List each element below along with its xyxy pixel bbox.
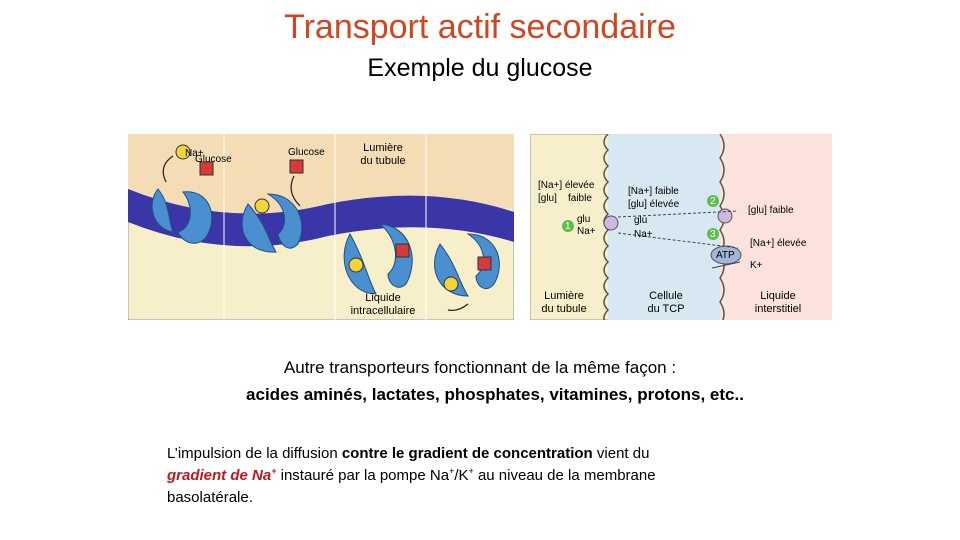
na-elevee-label: [Na+] élevée bbox=[750, 238, 807, 249]
step-2-marker bbox=[707, 195, 719, 207]
glu-high-label: [glu] élevée bbox=[628, 199, 680, 210]
glucose-molecule bbox=[199, 161, 214, 176]
cell-label-line2: du TCP bbox=[647, 303, 685, 315]
na-ion bbox=[443, 276, 459, 292]
na-low-label: [Na+] faible bbox=[628, 186, 679, 197]
glu-flux-arrow bbox=[617, 210, 739, 218]
interstitial-label-line1: Liquide bbox=[760, 290, 796, 302]
arrow bbox=[447, 303, 469, 311]
na-label: Na+ bbox=[185, 148, 204, 159]
para-text: L’impulsion de la diffusion bbox=[167, 445, 342, 462]
glucose-molecule bbox=[395, 243, 410, 258]
carrier-cycle-diagram bbox=[127, 133, 515, 321]
carrier-protein-1 bbox=[151, 188, 213, 244]
step-3-label: 3 bbox=[710, 229, 716, 240]
para-text: au niveau de la membrane bbox=[473, 467, 656, 484]
glu-low-label: [glu] bbox=[538, 193, 557, 204]
other-transporters-heading: Autre transporteurs fonctionnant de la m… bbox=[283, 358, 677, 377]
sglt-transporter bbox=[603, 215, 619, 231]
step-2-label: 2 bbox=[710, 196, 716, 207]
k-flux-arrow bbox=[711, 261, 741, 269]
apical-membrane bbox=[603, 133, 610, 327]
lumen-label-line1: Lumière bbox=[544, 290, 584, 302]
tcp-cell-figure: [Na+] élevée [glu] faible glu Na+ [Na+] … bbox=[529, 133, 833, 327]
glu-label: glu bbox=[577, 214, 591, 225]
tcp-cell-diagram bbox=[529, 133, 833, 327]
carrier-protein-2 bbox=[241, 193, 303, 253]
na-high-label: [Na+] élevée bbox=[538, 180, 595, 191]
na-ion bbox=[348, 257, 364, 273]
na-ion bbox=[175, 144, 191, 160]
glucose-label: Glucose bbox=[288, 147, 325, 158]
interstitial-label-line2: interstitiel bbox=[754, 303, 802, 315]
glucose-label: Glucose bbox=[195, 154, 232, 165]
glucose-molecule bbox=[289, 159, 304, 174]
na-mid-label: Na+ bbox=[634, 229, 653, 240]
para-highlight: gradient de Na+ bbox=[167, 466, 277, 485]
other-transporters-list: acides aminés, lactates, phosphates, vit… bbox=[246, 385, 744, 404]
intracellular-label-line1: Liquide bbox=[365, 292, 401, 304]
arrow bbox=[162, 155, 174, 183]
page-title: Transport actif secondaire bbox=[284, 8, 676, 46]
lumen-label-line2: du tubule bbox=[360, 155, 406, 167]
glu-mid-label: glu bbox=[634, 215, 648, 226]
lumen-label-line1: Lumière bbox=[363, 142, 403, 154]
glucose-molecule bbox=[477, 256, 492, 271]
intracellular-label-line2: intracellulaire bbox=[350, 305, 416, 317]
k-label: K+ bbox=[750, 260, 763, 271]
cell-label-line1: Cellule bbox=[649, 290, 683, 302]
step-1-label: 1 bbox=[565, 221, 571, 232]
glu-low-label-2: faible bbox=[568, 193, 592, 204]
basolateral-membrane bbox=[719, 133, 725, 327]
step-1-marker bbox=[562, 220, 574, 232]
page-subtitle: Exemple du glucose bbox=[367, 54, 593, 82]
cell-region bbox=[608, 134, 720, 320]
para-text: vient du bbox=[592, 445, 650, 462]
glut-transporter bbox=[717, 208, 733, 224]
interstitial-region bbox=[720, 134, 832, 320]
lumen-label-line2: du tubule bbox=[541, 303, 587, 315]
para-text: instauré par la pompe Na bbox=[276, 467, 450, 484]
para-text: basolatérale. bbox=[167, 489, 253, 506]
na-flux-arrow bbox=[617, 232, 739, 249]
na-ion bbox=[254, 198, 270, 214]
para-emphasis: contre le gradient de concentration bbox=[341, 445, 593, 462]
na-label: Na+ bbox=[577, 226, 596, 237]
arrow bbox=[290, 175, 301, 207]
carrier-cycle-figure: Na+ Glucose Glucose Lumière du tubule Li… bbox=[127, 133, 515, 321]
glu-faible-label: [glu] faible bbox=[748, 205, 794, 216]
step-3-marker bbox=[707, 228, 719, 240]
na-k-pump bbox=[710, 245, 742, 265]
explanation-paragraph: L’impulsion de la diffusion contre le gr… bbox=[167, 445, 656, 506]
atp-label: ATP bbox=[716, 250, 735, 261]
